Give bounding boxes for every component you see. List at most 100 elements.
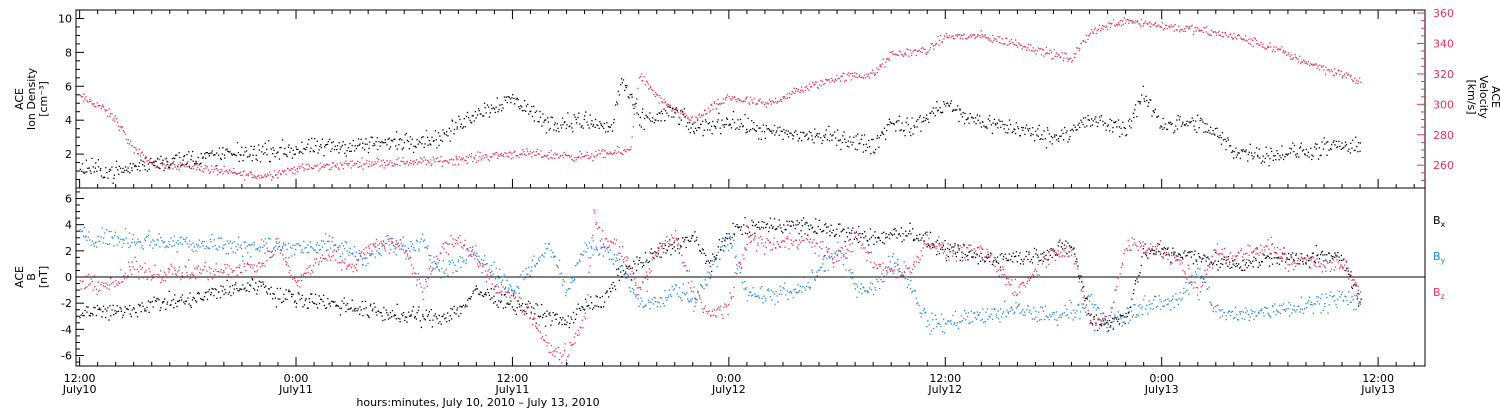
by-point bbox=[142, 248, 144, 250]
density-point bbox=[926, 114, 928, 116]
velocity-point bbox=[1040, 54, 1043, 56]
by-point bbox=[292, 244, 294, 246]
bx-point bbox=[331, 300, 333, 302]
velocity-point bbox=[513, 151, 515, 154]
by-point bbox=[369, 254, 371, 256]
bx-point bbox=[530, 311, 532, 313]
bx-point bbox=[832, 229, 834, 231]
velocity-point bbox=[250, 171, 252, 173]
velocity-point bbox=[466, 162, 468, 165]
bx-point bbox=[550, 324, 552, 326]
velocity-point bbox=[403, 161, 405, 163]
velocity-point bbox=[178, 169, 180, 171]
density-point bbox=[1349, 152, 1351, 154]
velocity-point bbox=[633, 113, 635, 115]
bx-point bbox=[565, 323, 567, 326]
density-point bbox=[886, 129, 888, 132]
by-point bbox=[658, 302, 660, 304]
velocity-point bbox=[874, 73, 876, 75]
velocity-point bbox=[164, 158, 166, 160]
velocity-point bbox=[508, 152, 510, 154]
bx-point bbox=[402, 315, 404, 317]
density-point bbox=[425, 129, 428, 132]
velocity-point bbox=[614, 149, 616, 152]
velocity-point bbox=[939, 34, 942, 37]
by-point bbox=[390, 248, 392, 251]
density-point bbox=[1091, 124, 1094, 126]
density-point bbox=[682, 110, 684, 113]
velocity-point bbox=[533, 151, 535, 153]
density-point bbox=[1230, 145, 1232, 147]
by-point bbox=[228, 242, 230, 244]
bx-point bbox=[378, 310, 380, 312]
velocity-point bbox=[806, 85, 808, 88]
density-point bbox=[775, 132, 777, 134]
density-point bbox=[165, 157, 168, 160]
bx-point bbox=[116, 305, 118, 307]
bx-point bbox=[177, 300, 179, 302]
density-point bbox=[1286, 153, 1288, 155]
by-point bbox=[897, 258, 899, 261]
bx-point bbox=[692, 235, 694, 237]
density-point bbox=[834, 131, 836, 133]
density-point bbox=[409, 136, 411, 138]
density-point bbox=[599, 121, 601, 123]
velocity-point bbox=[1016, 46, 1019, 48]
density-point bbox=[1194, 129, 1196, 131]
by-point bbox=[373, 245, 375, 247]
bx-point bbox=[1275, 257, 1277, 259]
bx-point bbox=[558, 323, 560, 325]
density-point bbox=[211, 150, 213, 152]
by-point bbox=[739, 272, 742, 274]
velocity-point bbox=[885, 61, 887, 63]
density-point bbox=[118, 165, 120, 167]
density-point bbox=[1180, 125, 1183, 127]
velocity-point bbox=[917, 50, 919, 52]
velocity-point bbox=[698, 114, 700, 116]
density-point bbox=[766, 128, 768, 130]
by-point bbox=[974, 312, 976, 314]
velocity-point bbox=[1036, 50, 1039, 52]
density-point bbox=[872, 138, 874, 141]
density-point bbox=[746, 131, 748, 133]
density-point bbox=[421, 136, 423, 139]
bx-point bbox=[1319, 253, 1322, 256]
bx-point bbox=[1117, 320, 1119, 323]
density-point bbox=[362, 142, 364, 144]
density-point bbox=[270, 148, 272, 150]
density-point bbox=[486, 104, 489, 106]
density-point bbox=[1054, 134, 1056, 136]
velocity-point bbox=[1238, 34, 1240, 37]
density-point bbox=[706, 129, 709, 131]
bx-point bbox=[92, 314, 94, 316]
velocity-point bbox=[474, 158, 476, 160]
density-point bbox=[976, 114, 978, 116]
bx-point bbox=[649, 252, 651, 254]
density-point bbox=[935, 107, 937, 109]
bx-point bbox=[955, 255, 958, 258]
bx-point bbox=[317, 307, 319, 309]
bx-point bbox=[98, 308, 100, 310]
velocity-point bbox=[360, 165, 363, 167]
bx-point bbox=[332, 301, 335, 303]
density-point bbox=[1355, 136, 1357, 138]
bx-point bbox=[746, 233, 749, 235]
density-point bbox=[925, 117, 927, 120]
density-point bbox=[1176, 119, 1178, 121]
bx-point bbox=[546, 310, 548, 312]
velocity-tick-label: 300 bbox=[1433, 98, 1454, 111]
density-point bbox=[447, 135, 449, 137]
bx-point bbox=[1349, 275, 1351, 277]
velocity-point bbox=[824, 82, 826, 85]
bx-point bbox=[624, 273, 626, 275]
density-point bbox=[962, 112, 964, 114]
by-point bbox=[1028, 311, 1030, 313]
by-point bbox=[659, 306, 662, 308]
bx-point bbox=[343, 302, 345, 304]
bx-point bbox=[1155, 253, 1157, 255]
velocity-point bbox=[1343, 73, 1346, 75]
by-point bbox=[939, 323, 941, 325]
density-point bbox=[787, 136, 790, 138]
by-point bbox=[572, 280, 574, 282]
bx-point bbox=[1323, 260, 1325, 262]
